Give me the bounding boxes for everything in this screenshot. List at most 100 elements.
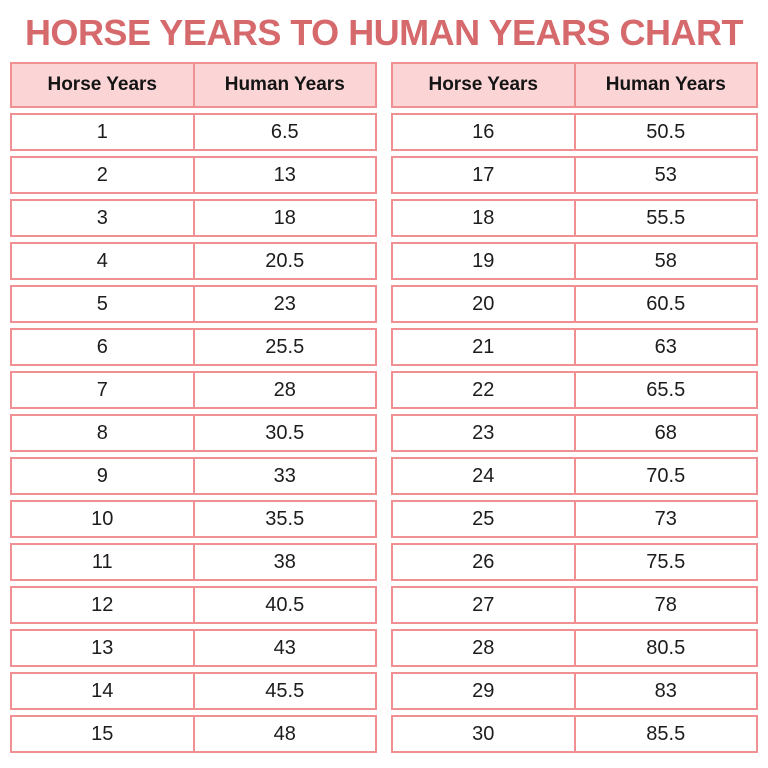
horse-years-cell: 14 xyxy=(12,674,195,709)
human-years-cell: 6.5 xyxy=(270,120,299,143)
horse-years-cell: 28 xyxy=(393,631,576,666)
table-row: 1 6.5 xyxy=(10,113,377,152)
column-header-human-years: Human Years xyxy=(224,74,345,96)
table-row: 13 43 xyxy=(10,629,377,668)
table-row: 19 58 xyxy=(391,242,758,281)
horse-years-cell: 27 xyxy=(393,588,576,623)
table-row: 10 35.5 xyxy=(10,500,377,539)
table-row: 18 55.5 xyxy=(391,199,758,238)
table-row: 25 73 xyxy=(391,500,758,539)
human-years-cell: 25.5 xyxy=(265,335,305,358)
human-years-cell: 35.5 xyxy=(265,507,305,530)
table-row: 5 23 xyxy=(10,285,377,324)
horse-years-cell: 12 xyxy=(12,588,195,623)
horse-years-cell: 22 xyxy=(393,373,576,408)
column-header-horse-years: Horse Years xyxy=(12,64,195,107)
table-row: 30 85.5 xyxy=(391,715,758,754)
human-years-cell: 70.5 xyxy=(646,464,686,487)
table-row: 22 65.5 xyxy=(391,371,758,410)
horse-years-cell: 5 xyxy=(12,287,195,322)
human-years-cell: 53 xyxy=(654,163,677,186)
tables-container: Horse Years Human Years 1 6.5 2 13 3 18 4 20.5 5… xyxy=(10,62,758,754)
table-row: 9 33 xyxy=(10,457,377,496)
horse-years-cell: 1 xyxy=(12,115,195,150)
horse-years-cell: 30 xyxy=(393,717,576,752)
table-left: Horse Years Human Years 1 6.5 2 13 3 18 4 20.5 5… xyxy=(10,62,377,754)
table-row: 28 80.5 xyxy=(391,629,758,668)
human-years-cell: 45.5 xyxy=(265,679,305,702)
table-row: 2 13 xyxy=(10,156,377,195)
human-years-cell: 33 xyxy=(273,464,296,487)
horse-years-cell: 24 xyxy=(393,459,576,494)
human-years-cell: 55.5 xyxy=(646,206,686,229)
human-years-cell: 58 xyxy=(654,249,677,272)
horse-years-cell: 15 xyxy=(12,717,195,752)
table-row: 20 60.5 xyxy=(391,285,758,324)
horse-years-cell: 3 xyxy=(12,201,195,236)
horse-years-cell: 7 xyxy=(12,373,195,408)
table-right: Horse Years Human Years 16 50.5 17 53 18 55.5… xyxy=(391,62,758,754)
human-years-cell: 43 xyxy=(273,636,296,659)
human-years-cell: 78 xyxy=(654,593,677,616)
human-years-cell: 13 xyxy=(273,163,296,186)
human-years-cell: 75.5 xyxy=(646,550,686,573)
table-row: 21 63 xyxy=(391,328,758,367)
human-years-cell: 68 xyxy=(654,421,677,444)
human-years-cell: 85.5 xyxy=(646,722,686,745)
horse-years-cell: 4 xyxy=(12,244,195,279)
table-row: 26 75.5 xyxy=(391,543,758,582)
horse-years-cell: 29 xyxy=(393,674,576,709)
horse-years-cell: 6 xyxy=(12,330,195,365)
horse-years-cell: 16 xyxy=(393,115,576,150)
horse-years-cell: 19 xyxy=(393,244,576,279)
horse-years-cell: 23 xyxy=(393,416,576,451)
horse-years-cell: 26 xyxy=(393,545,576,580)
horse-years-cell: 11 xyxy=(12,545,195,580)
table-row: 6 25.5 xyxy=(10,328,377,367)
human-years-cell: 40.5 xyxy=(265,593,305,616)
human-years-cell: 20.5 xyxy=(265,249,305,272)
human-years-cell: 50.5 xyxy=(646,120,686,143)
horse-years-cell: 13 xyxy=(12,631,195,666)
human-years-cell: 73 xyxy=(654,507,677,530)
horse-years-cell: 10 xyxy=(12,502,195,537)
human-years-cell: 23 xyxy=(273,292,296,315)
human-years-cell: 60.5 xyxy=(646,292,686,315)
horse-years-cell: 21 xyxy=(393,330,576,365)
table-row: 27 78 xyxy=(391,586,758,625)
table-left-header: Horse Years Human Years xyxy=(10,62,377,109)
horse-years-cell: 9 xyxy=(12,459,195,494)
human-years-cell: 38 xyxy=(273,550,296,573)
column-header-horse-years: Horse Years xyxy=(393,64,576,107)
table-row: 15 48 xyxy=(10,715,377,754)
table-row: 17 53 xyxy=(391,156,758,195)
human-years-cell: 18 xyxy=(273,206,296,229)
table-right-header: Horse Years Human Years xyxy=(391,62,758,109)
human-years-cell: 80.5 xyxy=(646,636,686,659)
human-years-cell: 28 xyxy=(273,378,296,401)
table-row: 24 70.5 xyxy=(391,457,758,496)
table-left-rows: 1 6.5 2 13 3 18 4 20.5 5 23 6 25.5 7 28 8 30.5 9 33 10 35.5… xyxy=(10,113,377,754)
horse-years-cell: 8 xyxy=(12,416,195,451)
human-years-cell: 63 xyxy=(654,335,677,358)
horse-years-cell: 2 xyxy=(12,158,195,193)
table-row: 7 28 xyxy=(10,371,377,410)
table-row: 29 83 xyxy=(391,672,758,711)
human-years-cell: 65.5 xyxy=(646,378,686,401)
human-years-cell: 48 xyxy=(273,722,296,745)
horse-years-cell: 25 xyxy=(393,502,576,537)
human-years-cell: 83 xyxy=(654,679,677,702)
human-years-cell: 30.5 xyxy=(265,421,305,444)
table-row: 12 40.5 xyxy=(10,586,377,625)
table-row: 8 30.5 xyxy=(10,414,377,453)
column-header-human-years: Human Years xyxy=(605,74,726,96)
horse-years-cell: 18 xyxy=(393,201,576,236)
table-row: 3 18 xyxy=(10,199,377,238)
page-title: HORSE YEARS TO HUMAN YEARS CHART xyxy=(24,12,744,53)
table-row: 11 38 xyxy=(10,543,377,582)
table-row: 23 68 xyxy=(391,414,758,453)
horse-years-cell: 20 xyxy=(393,287,576,322)
horse-years-cell: 17 xyxy=(393,158,576,193)
table-row: 4 20.5 xyxy=(10,242,377,281)
